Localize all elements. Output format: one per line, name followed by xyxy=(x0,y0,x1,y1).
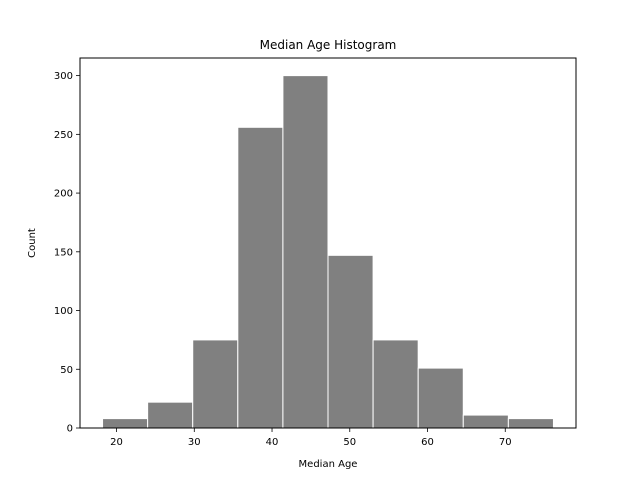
x-axis-label: Median Age xyxy=(299,459,358,470)
histogram-bar-8 xyxy=(417,367,464,429)
y-tick-label: 250 xyxy=(54,130,73,141)
histogram-bar-7 xyxy=(372,339,419,429)
plot-frame xyxy=(79,57,577,429)
y-tick-label: 150 xyxy=(54,247,73,258)
x-tick-label: 60 xyxy=(421,437,434,448)
histogram-bar-10 xyxy=(507,418,554,429)
y-tick-label: 300 xyxy=(54,71,73,82)
y-axis-label: Count xyxy=(27,228,38,258)
histogram-bar-2 xyxy=(147,401,194,429)
histogram-bar-6 xyxy=(327,254,374,429)
y-tick-label: 50 xyxy=(60,365,73,376)
x-tick-label: 30 xyxy=(188,437,201,448)
y-axis: 0 50 100 150 200 250 300 xyxy=(54,71,80,435)
x-tick-label: 20 xyxy=(110,437,123,448)
chart-title: Median Age Histogram xyxy=(260,38,397,52)
bars-group xyxy=(102,75,554,429)
histogram-bar-4 xyxy=(237,126,284,429)
histogram-bar-9 xyxy=(462,414,509,429)
y-tick-label: 0 xyxy=(67,424,73,435)
x-tick-label: 50 xyxy=(343,437,356,448)
histogram-bar-3 xyxy=(192,339,239,429)
y-tick-label: 200 xyxy=(54,189,73,200)
x-axis: 20 30 40 50 60 70 xyxy=(110,428,512,448)
histogram-bar-5 xyxy=(282,75,329,429)
histogram-bar-1 xyxy=(102,418,149,429)
y-tick-label: 100 xyxy=(54,306,73,317)
x-tick-label: 70 xyxy=(499,437,512,448)
x-tick-label: 40 xyxy=(266,437,279,448)
